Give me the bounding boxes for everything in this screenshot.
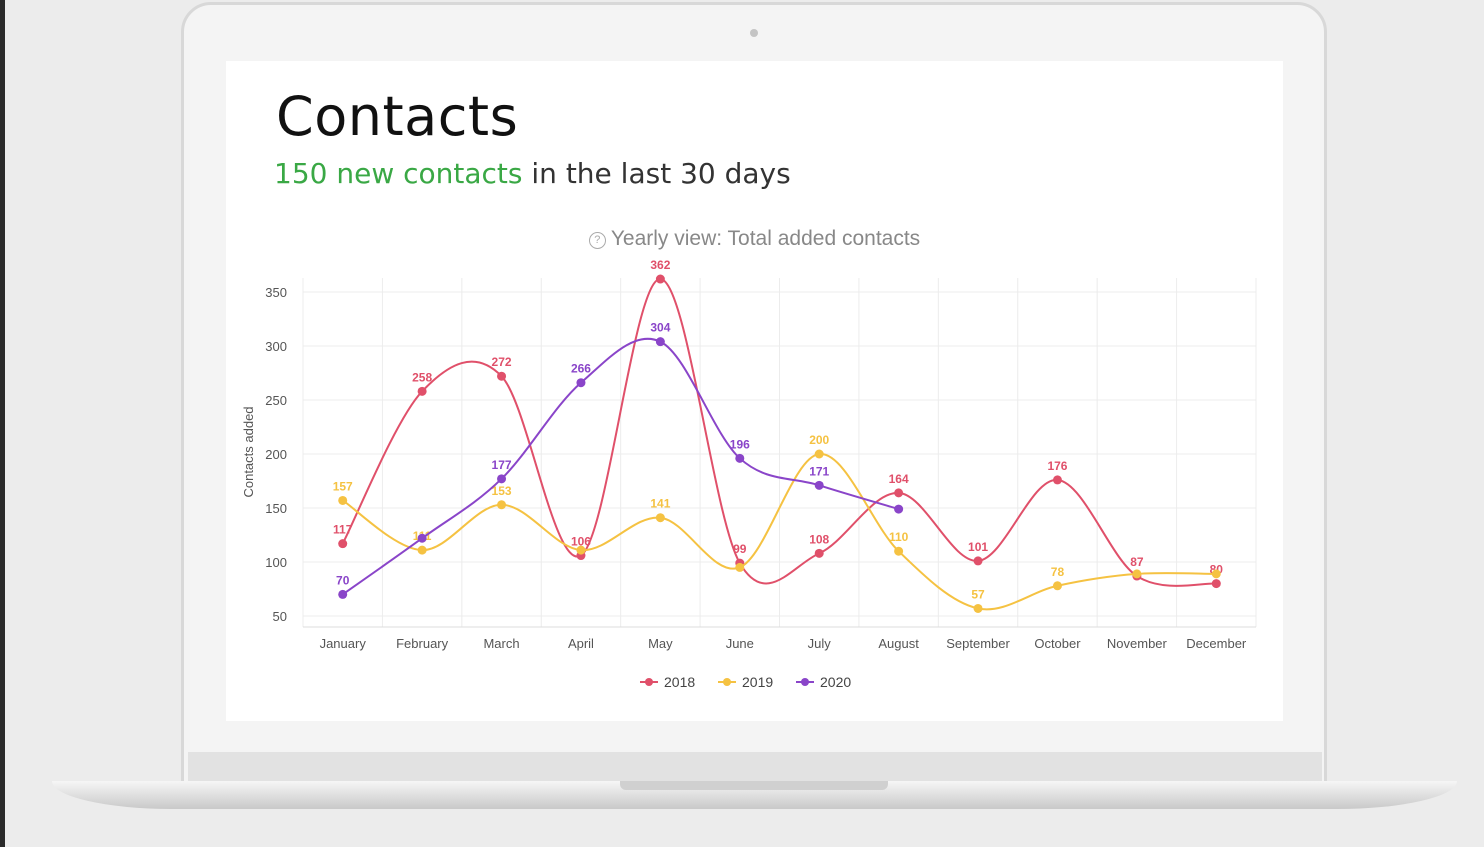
help-icon[interactable]: ?	[588, 232, 606, 249]
data-point-2020	[417, 533, 427, 543]
data-point-2019	[655, 513, 665, 523]
data-point-2020	[814, 480, 824, 490]
data-point-2018	[973, 556, 983, 566]
camera-dot	[750, 29, 758, 37]
x-tick-label: October	[1034, 636, 1081, 651]
x-tick-label: November	[1107, 636, 1168, 651]
data-point-2019	[894, 546, 904, 556]
data-point-2019	[1132, 569, 1142, 579]
y-tick-label: 200	[265, 447, 287, 462]
legend-marker-2020	[801, 678, 809, 686]
data-label-2020: 70	[336, 573, 350, 587]
x-tick-label: February	[396, 636, 449, 651]
legend-label: 2018	[664, 674, 695, 690]
new-contacts-count: 150 new contacts	[274, 157, 523, 190]
data-point-2020	[655, 337, 665, 347]
laptop-chin	[188, 752, 1322, 782]
data-label-2018: 108	[809, 532, 829, 546]
data-label-2019: 78	[1051, 565, 1065, 579]
legend-marker-2018	[645, 678, 653, 686]
data-label-2018: 87	[1130, 555, 1144, 569]
data-label-2020: 196	[730, 437, 750, 451]
data-point-2018	[417, 386, 427, 396]
data-point-2020	[576, 378, 586, 388]
data-label-2018: 99	[733, 542, 747, 556]
dark-edge	[0, 0, 5, 847]
x-tick-label: March	[483, 636, 519, 651]
legend-label: 2020	[820, 674, 851, 690]
laptop-notch	[620, 781, 888, 790]
data-label-2018: 272	[492, 355, 512, 369]
x-tick-label: January	[320, 636, 367, 651]
y-tick-label: 250	[265, 393, 287, 408]
data-point-2018	[1211, 579, 1221, 589]
data-label-2020: 266	[571, 362, 591, 376]
legend-label: 2019	[742, 674, 773, 690]
page-title: Contacts	[276, 85, 519, 148]
y-tick-label: 300	[265, 339, 287, 354]
data-point-2018	[1052, 475, 1062, 485]
data-label-2018: 106	[571, 535, 591, 549]
data-label-2020: 171	[809, 464, 829, 478]
x-tick-label: July	[808, 636, 832, 651]
x-tick-label: September	[946, 636, 1010, 651]
data-label-2019: 57	[971, 587, 985, 601]
data-point-2018	[497, 371, 507, 381]
data-point-2019	[1052, 581, 1062, 591]
data-label-2019: 153	[492, 484, 512, 498]
data-label-2018: 117	[333, 523, 353, 537]
x-tick-label: December	[1186, 636, 1247, 651]
series-line-2020	[342, 337, 899, 596]
data-point-2019	[814, 449, 824, 459]
screen: Contacts 150 new contacts in the last 30…	[226, 61, 1283, 721]
data-point-2019	[497, 500, 507, 510]
data-label-2018: 258	[412, 370, 432, 384]
chart-title-text: Yearly view: Total added contacts	[610, 227, 921, 250]
data-label-2018: 176	[1047, 459, 1067, 473]
data-label-2018: 362	[650, 258, 670, 272]
x-tick-label: June	[726, 636, 754, 651]
data-label-2019: 141	[650, 497, 670, 511]
data-point-2019	[735, 562, 745, 572]
subtitle: 150 new contacts in the last 30 days	[274, 157, 791, 190]
data-point-2020	[497, 474, 507, 484]
chart-title: ? Yearly view: Total added contacts	[226, 227, 1283, 251]
data-point-2018	[655, 274, 665, 284]
y-axis-label: Contacts added	[241, 406, 256, 497]
data-point-2019	[973, 603, 983, 613]
data-label-2018: 164	[889, 472, 909, 486]
data-point-2020	[735, 453, 745, 463]
data-label-2018: 101	[968, 540, 988, 554]
data-point-2018	[894, 488, 904, 498]
data-point-2019	[576, 545, 586, 555]
x-tick-label: May	[648, 636, 673, 651]
y-tick-label: 150	[265, 501, 287, 516]
data-point-2018	[338, 539, 348, 549]
data-point-2019	[1211, 569, 1221, 579]
data-point-2020	[894, 504, 904, 514]
data-point-2019	[417, 545, 427, 555]
legend-marker-2019	[723, 678, 731, 686]
x-tick-label: April	[568, 636, 594, 651]
y-tick-label: 100	[265, 555, 287, 570]
data-point-2019	[338, 495, 348, 505]
x-tick-label: August	[878, 636, 919, 651]
data-label-2020: 304	[650, 321, 670, 335]
subtitle-rest: in the last 30 days	[522, 157, 791, 190]
y-tick-label: 350	[265, 285, 287, 300]
data-label-2019: 110	[889, 530, 909, 544]
data-label-2019: 200	[809, 433, 829, 447]
data-point-2020	[338, 589, 348, 599]
data-label-2020: 177	[492, 458, 512, 472]
data-label-2019: 157	[333, 479, 353, 493]
y-tick-label: 50	[273, 609, 287, 624]
data-point-2018	[814, 548, 824, 558]
